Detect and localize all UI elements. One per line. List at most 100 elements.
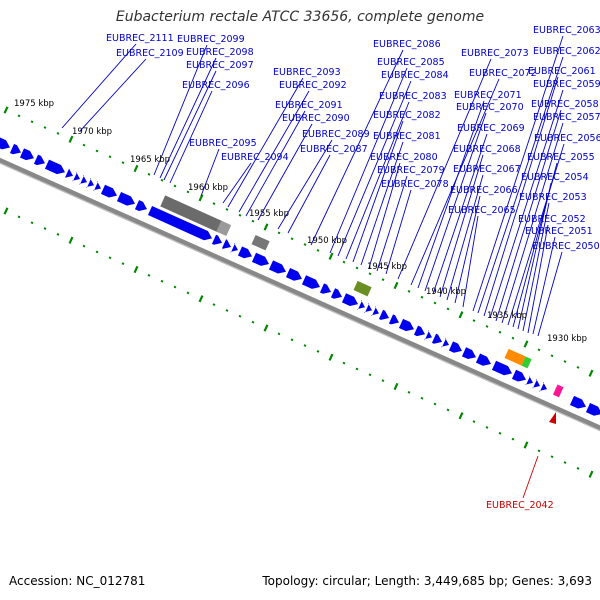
- gene-label: EUBREC_2079: [377, 165, 445, 176]
- lower-tick: [485, 426, 489, 429]
- gene-arrow: [448, 341, 462, 353]
- gene-arrow: [423, 330, 432, 340]
- gene-label: EUBREC_2055: [527, 152, 595, 163]
- kbp-label: 1970 kbp: [72, 127, 112, 137]
- upper-tick: [212, 202, 216, 205]
- gene-label: EUBREC_2089: [302, 129, 370, 140]
- gene-arrow: [268, 260, 286, 274]
- upper-tick: [316, 249, 320, 252]
- leader-line: [337, 80, 412, 257]
- gene-label: EUBREC_2094: [221, 152, 289, 163]
- gene-arrow: [585, 403, 600, 416]
- upper-tick: [263, 223, 269, 231]
- gene-label: EUBREC_2058: [531, 99, 599, 110]
- leader-line: [200, 148, 220, 197]
- gene-label: EUBREC_2080: [370, 152, 438, 163]
- gene-arrow: [237, 246, 252, 259]
- repeat-block: [251, 234, 270, 251]
- leader-line: [238, 90, 310, 213]
- upper-tick: [186, 190, 190, 194]
- gene-label-highlight: EUBREC_2042: [486, 500, 554, 511]
- genome-backbone: [0, 157, 600, 432]
- upper-tick: [368, 272, 372, 276]
- gene-label: EUBREC_2056: [534, 133, 600, 144]
- gene-label: EUBREC_2090: [282, 113, 350, 124]
- leader-line: [537, 251, 563, 337]
- lower-tick: [238, 314, 242, 318]
- upper-tick: [95, 149, 99, 153]
- gene-label: EUBREC_2099: [177, 34, 245, 45]
- gene-arrow: [398, 318, 414, 332]
- gene-label: EUBREC_2097: [186, 60, 254, 71]
- gene-label: EUBREC_2085: [377, 57, 445, 68]
- lower-tick: [328, 353, 334, 361]
- lower-tick: [588, 470, 594, 478]
- gene-label: EUBREC_2096: [182, 80, 250, 91]
- leader-line: [489, 89, 564, 319]
- lower-tick: [523, 441, 529, 449]
- lower-tick: [225, 309, 229, 312]
- upper-tick: [160, 178, 164, 182]
- gene-arrow: [285, 268, 302, 281]
- gene-arrow: [71, 171, 80, 182]
- gene-arrow: [0, 137, 10, 150]
- leader-line: [277, 139, 333, 230]
- gene-label: EUBREC_2068: [453, 144, 521, 155]
- upper-tick: [523, 340, 529, 348]
- leader-line: [417, 100, 485, 289]
- leader-line: [79, 58, 147, 132]
- upper-tick: [108, 155, 112, 159]
- upper-tick: [433, 301, 437, 305]
- lower-tick: [30, 221, 34, 225]
- leader-line: [495, 109, 562, 322]
- kbp-label: 1945 kbp: [367, 262, 407, 272]
- lower-tick: [277, 332, 281, 336]
- lower-tick: [576, 467, 580, 470]
- lower-tick: [133, 265, 139, 274]
- gene-arrow: [221, 239, 231, 249]
- upper-tick: [43, 126, 47, 129]
- lower-tick: [173, 285, 177, 289]
- lower-tick: [420, 396, 424, 400]
- gene-arrow: [511, 369, 526, 382]
- leader-line: [532, 236, 556, 335]
- gene-arrow: [413, 325, 425, 337]
- leader-line: [310, 49, 404, 246]
- leader-line: [432, 133, 488, 295]
- gene-label: EUBREC_2050: [532, 241, 600, 252]
- lower-tick: [458, 412, 464, 420]
- gene-label: EUBREC_2054: [521, 172, 589, 183]
- upper-tick: [472, 319, 476, 322]
- upper-tick: [198, 194, 204, 202]
- gene-arrow: [229, 242, 238, 253]
- label-leaders: [61, 35, 565, 499]
- leader-line: [61, 43, 137, 129]
- genome-title: Eubacterium rectale ATCC 33656, complete…: [115, 9, 485, 25]
- lower-tick: [160, 279, 164, 283]
- leader-line: [472, 35, 564, 312]
- lower-tick: [186, 291, 190, 295]
- gene-arrow: [319, 283, 331, 294]
- gene-arrow: [92, 181, 101, 191]
- lower-tick: [212, 303, 216, 306]
- gene-label: EUBREC_2084: [381, 70, 449, 81]
- lower-tick: [498, 431, 502, 435]
- upper-tick: [82, 143, 86, 147]
- upper-tick: [458, 311, 464, 319]
- gene-arrow: [211, 234, 222, 245]
- lower-tick: [303, 344, 307, 347]
- lower-tick: [446, 408, 450, 412]
- gene-arrow: [100, 184, 117, 198]
- leader-line: [376, 175, 408, 272]
- leader-line: [527, 224, 549, 334]
- backbone-shadow: [0, 162, 600, 432]
- gene-label: EUBREC_2078: [381, 179, 449, 190]
- gene-label: EUBREC_2071: [454, 90, 522, 101]
- upper-tick: [328, 252, 334, 260]
- leader-line: [345, 101, 410, 260]
- gene-arrow: [356, 299, 365, 310]
- gene-label: EUBREC_2086: [373, 39, 441, 50]
- lower-tick: [251, 320, 255, 324]
- gene-label: EUBREC_2082: [373, 110, 441, 121]
- gene-arrow: [440, 337, 449, 348]
